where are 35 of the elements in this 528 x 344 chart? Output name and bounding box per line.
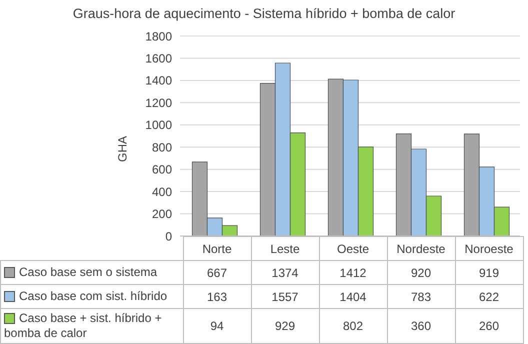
data-label: 94 xyxy=(183,308,251,344)
y-axis-title: GHA xyxy=(115,136,130,162)
data-label: 622 xyxy=(455,284,523,308)
y-tick-label: 1800 xyxy=(145,29,172,44)
y-tick-label: 1600 xyxy=(145,51,172,66)
x-tick-label: Norte xyxy=(183,236,251,260)
data-label: 919 xyxy=(455,260,523,284)
x-tick-label: Oeste xyxy=(319,236,387,260)
data-label: 802 xyxy=(319,308,387,344)
data-label: 929 xyxy=(251,308,319,344)
chart-title: Graus-hora de aquecimento - Sistema híbrido + bomba de calor xyxy=(72,6,456,21)
legend-label: Caso base sem o sistema xyxy=(0,260,183,284)
data-label: 1374 xyxy=(251,260,319,284)
data-label: 1557 xyxy=(251,284,319,308)
data-label: 667 xyxy=(183,260,251,284)
y-tick-label: 1000 xyxy=(145,118,172,132)
data-label: 920 xyxy=(387,260,455,284)
y-tick-label: 1400 xyxy=(145,74,172,88)
legend-label: Caso base com sist. híbrido xyxy=(0,284,183,308)
data-label: 1404 xyxy=(319,284,387,308)
y-tick-label: 0 xyxy=(165,229,172,244)
legend-label: Caso base + sist. híbrido + bomba de calor xyxy=(0,308,183,344)
data-label: 1412 xyxy=(319,260,387,284)
y-tick-label: 400 xyxy=(152,184,172,199)
y-tick-label: 800 xyxy=(152,140,172,154)
y-tick-label: 600 xyxy=(152,162,172,177)
data-label: 783 xyxy=(387,284,455,308)
x-tick-label: Leste xyxy=(251,236,319,260)
data-label: 163 xyxy=(183,284,251,308)
data-label: 260 xyxy=(455,308,523,344)
x-tick-label: Nordeste xyxy=(387,236,455,260)
data-label: 360 xyxy=(387,308,455,344)
y-tick-label: 1200 xyxy=(145,96,172,110)
y-tick-label: 200 xyxy=(152,207,172,222)
x-tick-label: Noroeste xyxy=(455,236,523,260)
